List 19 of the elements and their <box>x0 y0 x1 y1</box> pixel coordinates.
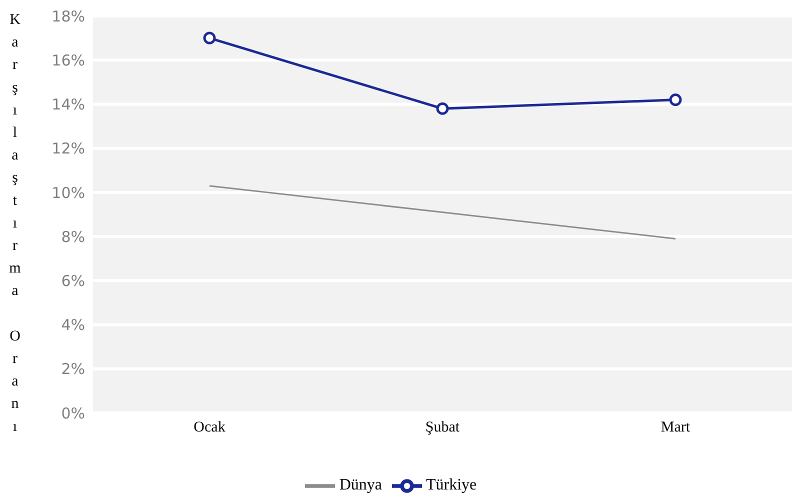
point <box>669 94 682 106</box>
y-tick-label: 2% <box>61 360 85 378</box>
point <box>203 32 216 44</box>
legend-label: Türkiye <box>426 476 477 494</box>
y-tick-label: 6% <box>61 272 85 290</box>
y-tick-label: 4% <box>61 316 85 334</box>
text: Karşılaştırma Oranı <box>9 12 21 435</box>
x-tick-label: Mart <box>660 420 691 436</box>
x-tick-label: Ocak <box>194 420 226 436</box>
y-tick-label: 0% <box>61 404 85 422</box>
y-tick-label: 8% <box>61 228 85 246</box>
y-tick-label: 14% <box>52 96 85 114</box>
y-tick-label: 10% <box>52 184 85 202</box>
legend-label: Dünya <box>339 476 382 494</box>
y-tick-label: 18% <box>52 7 85 26</box>
y-tick-label: 16% <box>52 51 85 70</box>
point <box>436 102 449 115</box>
y-tick-label: 12% <box>52 140 85 158</box>
x-tick-label: Şubat <box>425 420 460 436</box>
